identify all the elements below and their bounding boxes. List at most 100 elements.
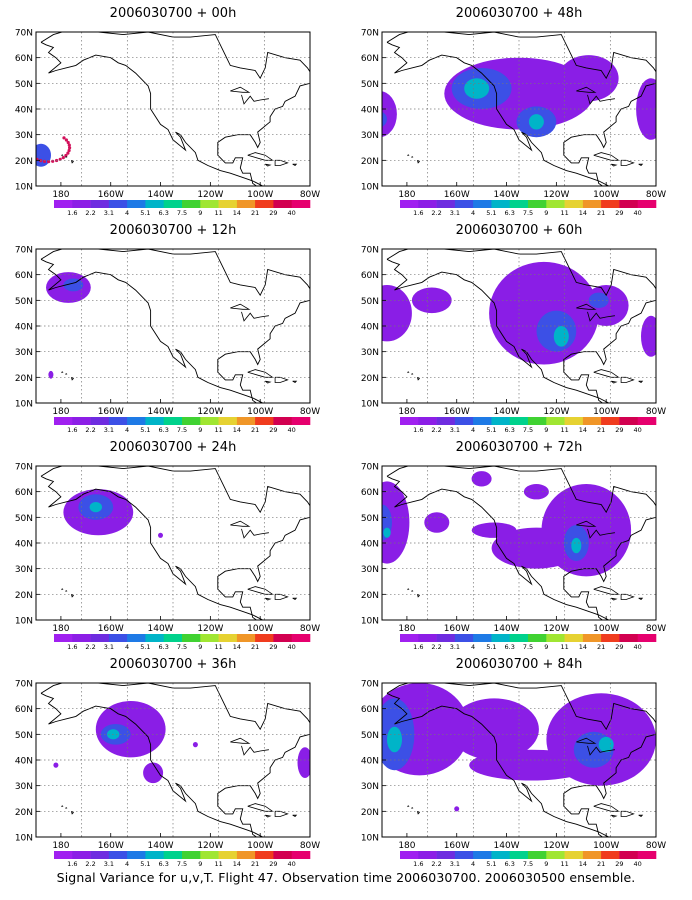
lat-tick-label: 10N [15,183,33,193]
lat-tick-label: 20N [361,157,379,167]
coastline [386,249,656,403]
colorbar-swatch [418,417,437,425]
lon-tick-label: 160W [98,624,124,634]
lake-outline [230,86,251,93]
lake-outline [587,528,615,539]
colorbar-label: 40 [634,860,642,867]
colorbar-label: 5.1 [486,643,496,650]
lat-tick-label: 70N [361,680,379,690]
variance-blob [641,315,656,357]
colorbar-swatch [509,634,529,642]
lat-tick-label: 30N [15,348,33,358]
lon-tick-label: 140W [148,407,174,417]
colorbar-swatch [163,200,183,208]
colorbar-swatch [418,634,437,642]
lat-tick-label: 40N [361,323,379,333]
island-outline [638,814,644,817]
variance-blob [454,806,460,812]
variance-blob [143,762,164,784]
colorbar-label: 7.5 [177,643,187,650]
lat-tick-label: 30N [361,348,379,358]
colorbar-swatch [54,851,73,859]
variance-blob [387,726,402,753]
colorbar-label: 29 [269,860,277,867]
observation-dot [61,156,65,160]
map-canvas: 10N 20N 30N 40N 50N 60N 70N 180 160W 140W 120W 100W… [15,680,320,868]
island-outline [593,369,620,378]
colorbar-label: 11 [214,426,222,433]
map-panel-48h: 2006030700 + 48h 10N 20N 30N 40N 50N 60N 70N 18… [346,0,692,216]
island-outline [247,586,274,595]
colorbar-swatch [509,200,529,208]
colorbar-label: 2.2 [85,426,95,433]
colorbar-swatch [108,851,128,859]
island-outline [264,163,272,167]
lat-tick-label: 60N [15,705,33,715]
colorbar-label: 40 [288,860,296,867]
colorbar-swatch [637,200,657,208]
panel-title: 2006030700 + 60h [455,223,583,238]
lon-tick-label: 100W [593,407,619,417]
colorbar-swatch [236,417,256,425]
colorbar-swatch [418,200,437,208]
lat-tick-label: 60N [361,54,379,64]
colorbar-label: 40 [288,643,296,650]
colorbar-swatch [145,200,164,208]
island-outline [274,810,289,817]
lake-outline [241,745,269,756]
lat-tick-label: 20N [15,808,33,818]
colorbar-label: 4 [471,426,475,433]
island-outline [292,597,298,600]
island-outline [71,810,75,815]
island-outline [417,159,421,164]
island-outline [65,373,68,375]
variance-blob [192,742,198,748]
colorbar-label: 1.6 [413,426,423,433]
map-canvas: 10N 20N 30N 40N 50N 60N 70N 180 160W 140W 120W 100W… [15,463,320,651]
map-panel-60h: 2006030700 + 60h 10N 20N 30N 40N 50N 60N 70N 18… [346,217,692,433]
island-outline [638,163,644,166]
island-outline [292,163,298,166]
colorbar-label: 11 [560,643,568,650]
variance-blob [541,484,632,577]
colorbar-swatch [54,634,73,642]
colorbar-swatch [273,851,292,859]
lat-tick-label: 50N [361,297,379,307]
lat-tick-label: 10N [15,400,33,410]
colorbar-swatch [528,851,547,859]
observation-dot [66,151,70,155]
island-outline [264,380,272,384]
map-panel-72h: 2006030700 + 72h 10N 20N 30N 40N 50N 60N 70N 18… [346,434,692,650]
colorbar-label: 1.6 [67,643,77,650]
island-outline [274,159,289,166]
colorbar-swatch [218,851,238,859]
colorbar-swatch [436,200,456,208]
colorbar-swatch [454,200,474,208]
variance-blob [36,143,51,167]
colorbar-swatch [236,634,256,642]
colorbar-label: 3.1 [104,209,114,216]
map-canvas: 10N 20N 30N 40N 50N 60N 70N 180 160W 140W 120W 100W… [361,463,666,651]
lake-outline [587,745,615,756]
island-outline [292,380,298,383]
colorbar-swatch [255,417,274,425]
colorbar-label: 1.6 [413,643,423,650]
colorbar-swatch [582,851,602,859]
colorbar-label: 14 [233,860,241,867]
lon-tick-label: 160W [444,841,470,851]
colorbar-label: 2.2 [431,209,441,216]
colorbar-swatch [200,200,219,208]
colorbar-label: 3.1 [450,860,460,867]
colorbar-label: 9 [544,860,548,867]
colorbar-label: 14 [579,209,587,216]
lon-tick-label: 120W [197,190,223,200]
colorbar-swatch [236,851,256,859]
colorbar-label: 29 [615,426,623,433]
colorbar-label: 7.5 [523,426,533,433]
lon-tick-label: 100W [593,624,619,634]
colorbar-label: 29 [269,209,277,216]
colorbar-label: 3.1 [450,426,460,433]
lon-tick-label: 100W [247,841,273,851]
observation-dot [68,146,72,150]
variance-blob [382,112,387,127]
